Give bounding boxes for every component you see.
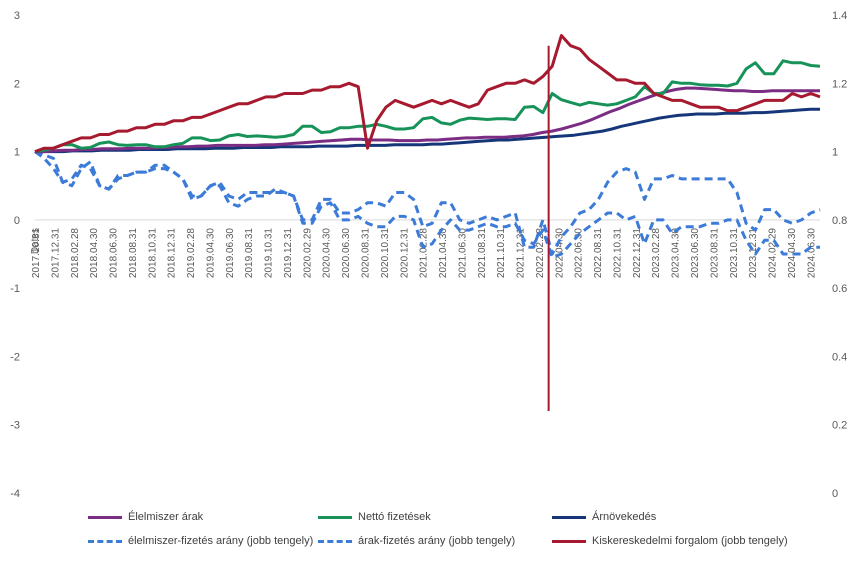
legend-swatch-elelmiszer-arak bbox=[88, 515, 122, 519]
series-line-5 bbox=[34, 34, 821, 154]
y-left-tick-label: -1 bbox=[10, 283, 20, 295]
legend-swatch-kiskereskedelmi-forgalom bbox=[552, 539, 586, 543]
x-tick-label: 2023.12.31 bbox=[748, 228, 759, 278]
y-right-tick-label: 1 bbox=[832, 147, 838, 159]
x-tick-label: 2020.08.31 bbox=[361, 228, 372, 278]
y-left-tick-label: -4 bbox=[10, 488, 20, 500]
y-left-axis: 3 2 1 0 -1 -2 -3 -4 bbox=[10, 10, 20, 500]
x-tick-label: 2020.02.29 bbox=[302, 228, 313, 278]
x-tick-label: 2019.04.30 bbox=[205, 228, 216, 278]
legend-label-elelmiszer-arak: Élelmiszer árak bbox=[128, 511, 204, 523]
series-line-3 bbox=[34, 150, 821, 256]
x-tick-label: 2019.06.30 bbox=[225, 228, 236, 278]
x-tick-label: 2021.08.31 bbox=[477, 228, 488, 278]
legend: Élelmiszer árak Nettó fizetések Árnöveke… bbox=[0, 505, 861, 555]
x-tick-label: 2022.02.28 bbox=[535, 228, 546, 278]
y-left-tick-label: 2 bbox=[14, 78, 20, 90]
y-right-tick-label: 0.6 bbox=[832, 283, 847, 295]
x-tick-label: 2019.08.31 bbox=[244, 228, 255, 278]
legend-item-kiskereskedelmi-forgalom: Kiskereskedelmi forgalom (jobb tengely) bbox=[552, 533, 788, 549]
series-line-1 bbox=[34, 59, 821, 154]
x-tick-label: 2019.02.28 bbox=[186, 228, 197, 278]
legend-item-netto-fizetesek: Nettó fizetések bbox=[318, 509, 431, 525]
x-tick-label: 2024.02.29 bbox=[768, 228, 779, 278]
x-tick-label: 2021.02.28 bbox=[419, 228, 430, 278]
x-tick-label: 2020.06.30 bbox=[341, 228, 352, 278]
series-line-4 bbox=[34, 150, 820, 259]
y-right-tick-label: 0.2 bbox=[832, 420, 847, 432]
y-left-tick-label: -3 bbox=[10, 420, 20, 432]
x-tick-label: 2018.04.30 bbox=[89, 228, 100, 278]
legend-label-netto-fizetesek: Nettó fizetések bbox=[358, 511, 431, 523]
legend-swatch-arnovekedes bbox=[552, 515, 586, 519]
x-tick-label: 2018.12.31 bbox=[167, 228, 178, 278]
legend-label-arak-fizetes-arany: árak-fizetés arány (jobb tengely) bbox=[358, 535, 516, 547]
x-tick-label: 2022.12.31 bbox=[632, 228, 643, 278]
y-right-tick-label: 0.8 bbox=[832, 215, 847, 227]
y-right-axis: 1.4 1.2 1 0.8 0.6 0.4 0.2 0 bbox=[832, 10, 847, 500]
x-tick-label: 2022.08.31 bbox=[593, 228, 604, 278]
y-left-tick-label: 1 bbox=[14, 147, 20, 159]
x-tick-label: 2019.10.31 bbox=[264, 228, 275, 278]
x-tick-label: 2017.10.31 bbox=[31, 228, 42, 278]
y-right-tick-label: 0.4 bbox=[832, 351, 847, 363]
x-tick-label: 2024.04.30 bbox=[787, 228, 798, 278]
x-tick-label: 2020.04.30 bbox=[322, 228, 333, 278]
x-tick-label: 2018.02.28 bbox=[70, 228, 81, 278]
y-right-tick-label: 1.2 bbox=[832, 78, 847, 90]
y-right-tick-label: 1.4 bbox=[832, 10, 847, 22]
x-tick-label: 2021.06.30 bbox=[457, 228, 468, 278]
x-tick-label: 2022.06.30 bbox=[574, 228, 585, 278]
legend-item-elelmiszer-arak: Élelmiszer árak bbox=[88, 509, 203, 525]
x-tick-label: 2023.08.31 bbox=[709, 228, 720, 278]
x-tick-label: 2020.12.31 bbox=[399, 228, 410, 278]
x-tick-label: 2020.10.31 bbox=[380, 228, 391, 278]
x-tick-label: 2021.10.31 bbox=[496, 228, 507, 278]
legend-item-arak-fizetes-arany: árak-fizetés arány (jobb tengely) bbox=[318, 533, 515, 549]
x-axis: 2017.10.31 2017.12.31 2018.02.28 2018.04.30… bbox=[31, 228, 817, 278]
series-layer bbox=[34, 34, 821, 259]
series-line-0 bbox=[35, 86, 820, 154]
x-tick-label: 2023.04.30 bbox=[671, 228, 682, 278]
x-tick-label: 2023.06.30 bbox=[690, 228, 701, 278]
x-tick-label: 2023.10.31 bbox=[729, 228, 740, 278]
legend-item-arnovekedes: Árnövekedés bbox=[552, 509, 656, 525]
x-tick-label: 2022.04.30 bbox=[554, 228, 565, 278]
x-axis-label: Dates bbox=[30, 228, 41, 254]
x-tick-label: 2019.12.31 bbox=[283, 228, 294, 278]
legend-item-elelmiszer-fizetes-arany: élelmiszer-fizetés arány (jobb tengely) bbox=[88, 533, 313, 549]
legend-label-arnovekedes: Árnövekedés bbox=[592, 511, 657, 523]
legend-label-kiskereskedelmi-forgalom: Kiskereskedelmi forgalom (jobb tengely) bbox=[592, 535, 788, 547]
y-left-tick-label: -2 bbox=[10, 351, 20, 363]
y-right-tick-label: 0 bbox=[832, 488, 838, 500]
x-tick-label: 2023.02.28 bbox=[651, 228, 662, 278]
x-tick-label: 2021.04.30 bbox=[438, 228, 449, 278]
x-tick-label: 2021.12.31 bbox=[516, 228, 527, 278]
series-line-2 bbox=[35, 107, 820, 154]
x-tick-label: 2018.06.30 bbox=[109, 228, 120, 278]
x-tick-label: 2024.06.30 bbox=[806, 228, 817, 278]
x-tick-label: 2017.12.31 bbox=[50, 228, 61, 278]
legend-label-elelmiszer-fizetes-arany: élelmiszer-fizetés arány (jobb tengely) bbox=[128, 535, 314, 547]
x-tick-label: 2022.10.31 bbox=[612, 228, 623, 278]
legend-swatch-elelmiszer-fizetes-arany bbox=[88, 539, 122, 543]
x-tick-label: 2018.08.31 bbox=[128, 228, 139, 278]
legend-swatch-arak-fizetes-arany bbox=[318, 539, 352, 543]
legend-swatch-netto-fizetesek bbox=[318, 515, 352, 519]
y-left-tick-label: 0 bbox=[14, 215, 20, 227]
y-left-tick-label: 3 bbox=[14, 10, 20, 22]
x-tick-label: 2018.10.31 bbox=[147, 228, 158, 278]
